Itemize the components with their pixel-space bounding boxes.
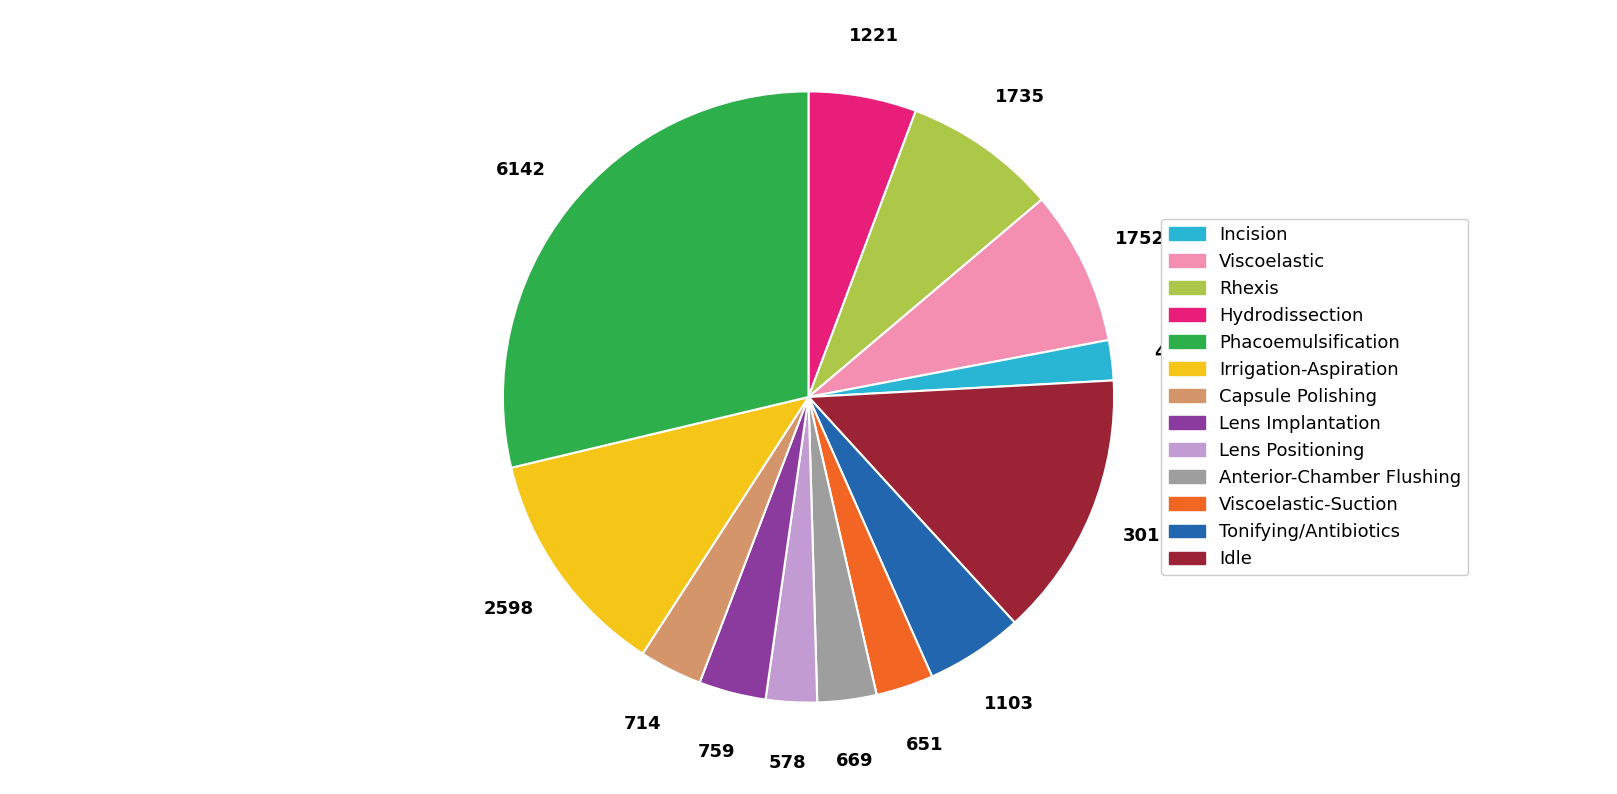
Wedge shape xyxy=(808,340,1114,397)
Wedge shape xyxy=(511,397,808,653)
Text: 1752: 1752 xyxy=(1114,230,1164,249)
Text: 714: 714 xyxy=(624,715,661,733)
Text: 669: 669 xyxy=(836,752,873,769)
Text: 578: 578 xyxy=(770,754,807,772)
Wedge shape xyxy=(808,91,915,397)
Wedge shape xyxy=(808,397,931,695)
Text: 759: 759 xyxy=(699,743,736,761)
Text: 1221: 1221 xyxy=(849,27,899,45)
Wedge shape xyxy=(808,111,1041,397)
Wedge shape xyxy=(808,397,876,703)
Legend: Incision, Viscoelastic, Rhexis, Hydrodissection, Phacoemulsification, Irrigation: Incision, Viscoelastic, Rhexis, Hydrodis… xyxy=(1161,218,1468,576)
Wedge shape xyxy=(503,91,808,468)
Wedge shape xyxy=(808,199,1109,397)
Text: 6142: 6142 xyxy=(496,160,545,179)
Text: 3011: 3011 xyxy=(1122,526,1172,545)
Wedge shape xyxy=(808,397,1015,676)
Wedge shape xyxy=(700,397,808,700)
Text: 1735: 1735 xyxy=(994,88,1045,106)
Text: 2598: 2598 xyxy=(483,599,534,618)
Wedge shape xyxy=(765,397,817,703)
Text: 651: 651 xyxy=(906,736,943,754)
Text: 1103: 1103 xyxy=(985,695,1033,713)
Text: 454: 454 xyxy=(1155,344,1192,362)
Wedge shape xyxy=(808,380,1114,622)
Wedge shape xyxy=(642,397,808,683)
